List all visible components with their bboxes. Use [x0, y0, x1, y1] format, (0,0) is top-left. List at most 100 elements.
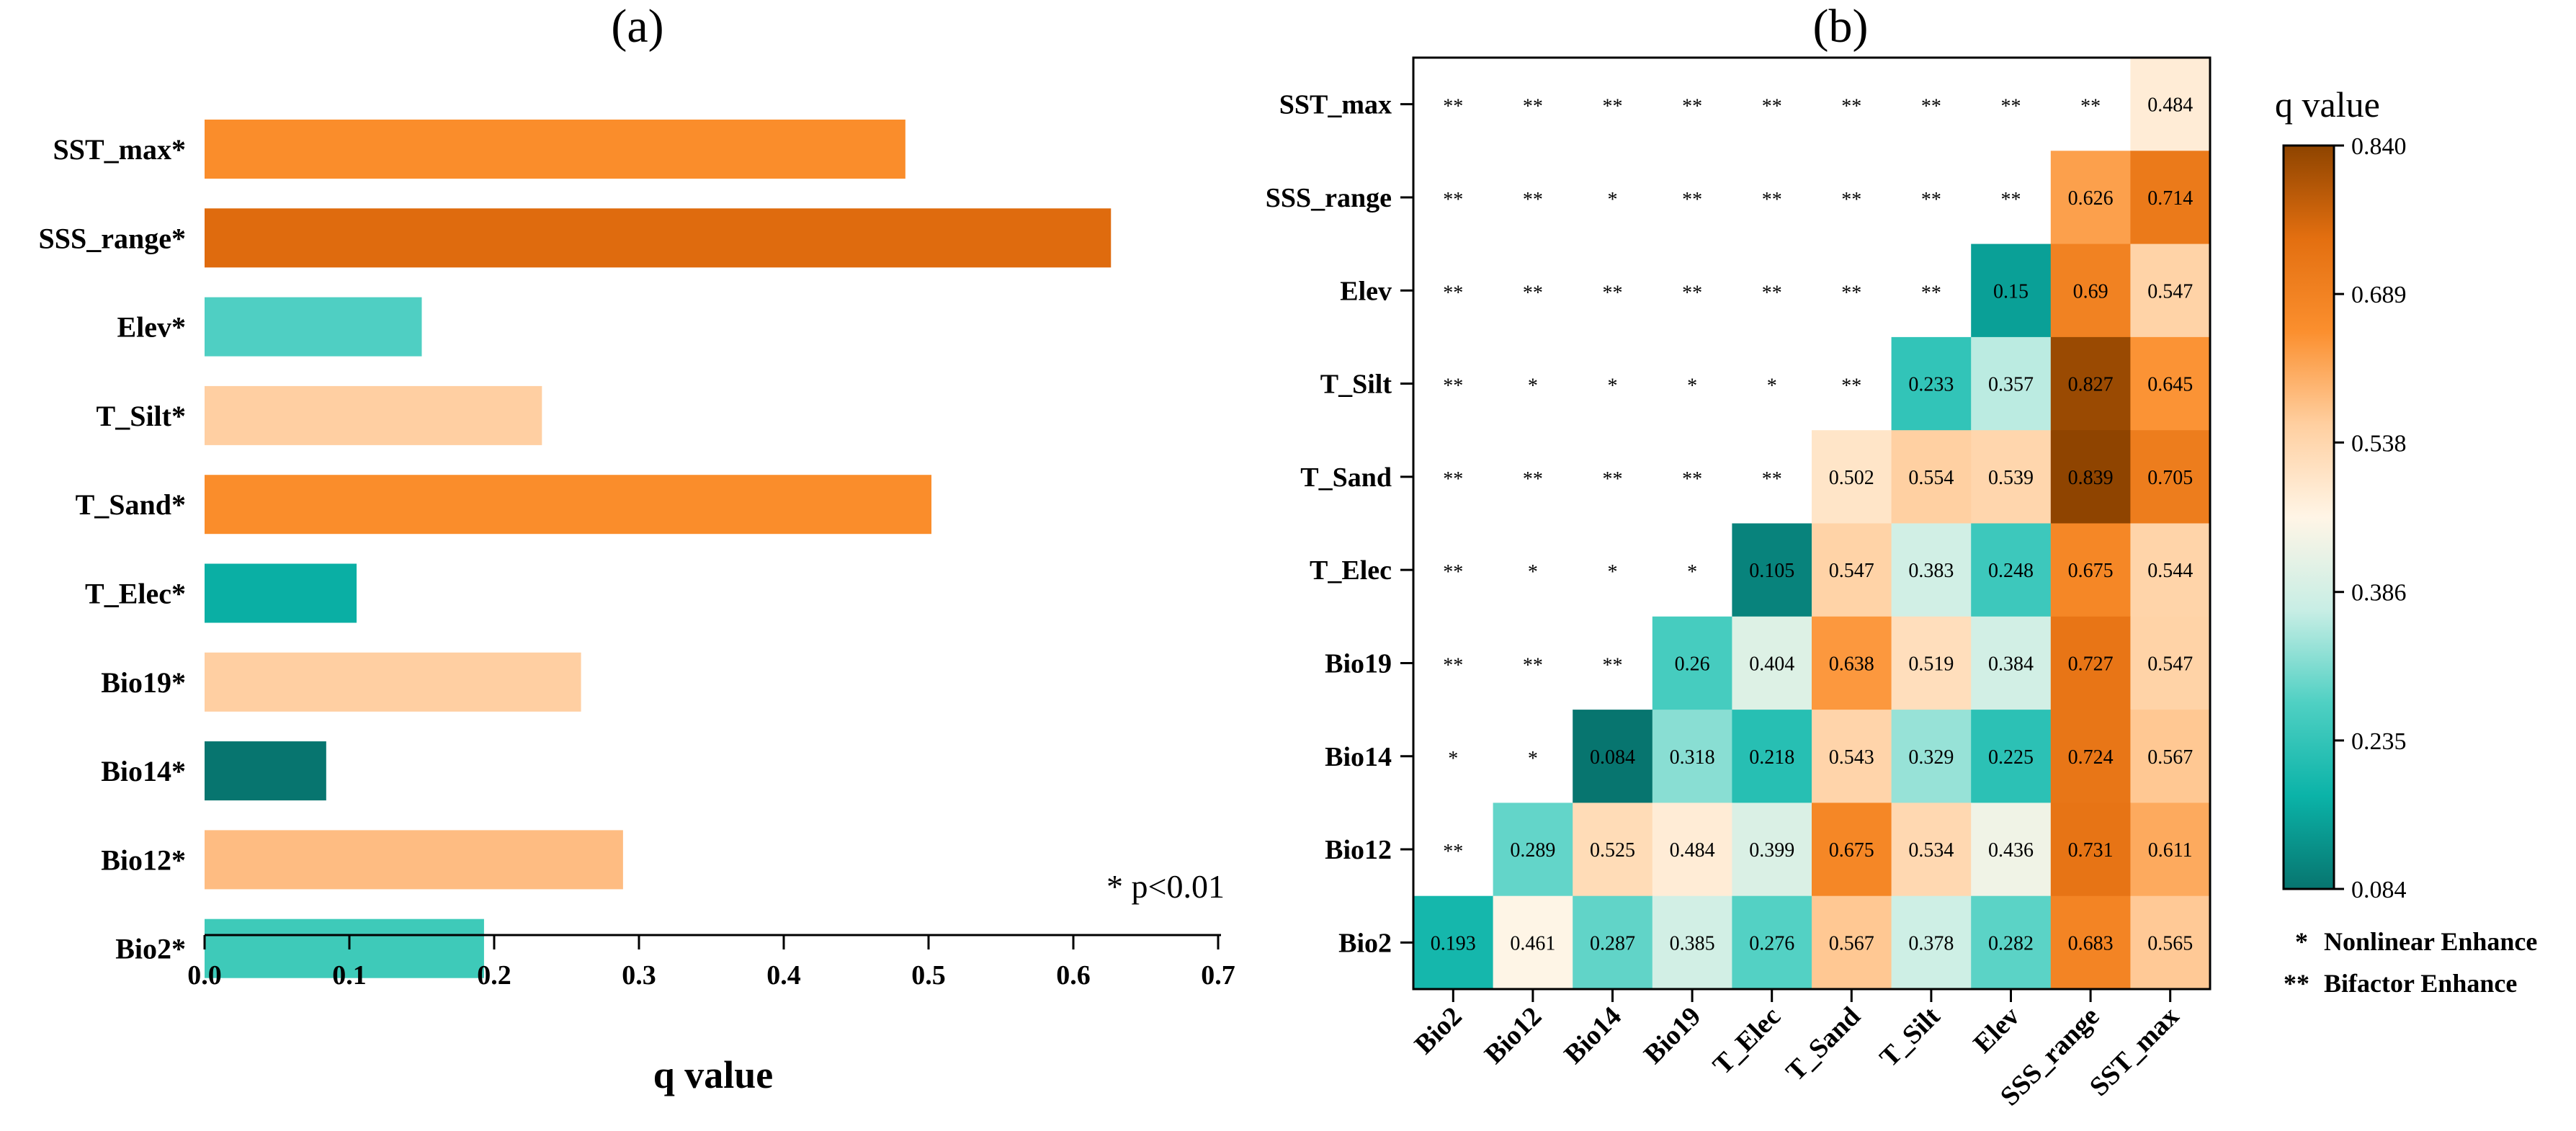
- heatmap-cell-value: 0.525: [1590, 839, 1635, 862]
- heatmap-cell-value: 0.502: [1829, 467, 1874, 489]
- heatmap-cell-significance: *: [1528, 561, 1538, 584]
- heatmap-cell-significance: **: [1921, 189, 1941, 211]
- heatmap-cell: [1413, 895, 1494, 990]
- column-label: Elev: [1967, 1001, 2025, 1059]
- heatmap-cell-significance: **: [1443, 561, 1463, 584]
- heatmap-cell-value: 0.543: [1829, 746, 1874, 769]
- row-label: T_Silt: [1320, 370, 1392, 400]
- bar: [205, 741, 326, 801]
- x-tick-label: 0.5: [911, 960, 946, 991]
- heatmap-cell: [1812, 430, 1892, 524]
- heatmap-cell: [1493, 895, 1573, 990]
- bar-label: T_Elec*: [85, 578, 186, 610]
- heatmap-cell-value: 0.611: [2148, 839, 2193, 862]
- heatmap-cell: [1971, 523, 2052, 617]
- heatmap-cell: [1891, 616, 1972, 710]
- heatmap-cell-significance: **: [1443, 96, 1463, 118]
- colorbar-tick-label: 0.386: [2351, 580, 2407, 607]
- row-label: Bio14: [1325, 742, 1392, 772]
- heatmap-cell-value: 0.193: [1431, 932, 1476, 955]
- heatmap-cell-value: 0.731: [2068, 839, 2114, 862]
- heatmap-cell-significance: **: [1523, 96, 1543, 118]
- heatmap-cell-value: 0.218: [1749, 746, 1794, 769]
- heatmap-cell-significance: **: [2080, 96, 2101, 118]
- heatmap-cell: [2130, 336, 2211, 431]
- heatmap-cell-value: 0.705: [2147, 467, 2193, 489]
- x-tick-label: 0.1: [332, 960, 367, 991]
- heatmap-cell-significance: **: [1762, 189, 1782, 211]
- heatmap-cell-value: 0.084: [1590, 746, 1635, 769]
- row-label: Bio12: [1325, 835, 1392, 865]
- heatmap-cell-value: 0.225: [1988, 746, 2034, 769]
- column-label: T_Elec: [1707, 1001, 1786, 1081]
- heatmap-cell-value: 0.329: [1908, 746, 1954, 769]
- heatmap-row-labels: SST_max SSS_range Elev T_Silt T_Sand T_Elec Bi…: [1266, 90, 1413, 958]
- heatmap-cell: [2050, 336, 2131, 431]
- heatmap-cell: [1812, 895, 1892, 990]
- legend-bifactor: ** Bifactor Enhance: [2284, 969, 2517, 998]
- x-tick-label: 0.7: [1201, 960, 1235, 991]
- row-label: Bio19: [1325, 648, 1392, 679]
- colorbar-tick-label: 0.689: [2351, 282, 2407, 308]
- x-tick-label: 0.3: [622, 960, 656, 991]
- heatmap-cell-significance: **: [1682, 468, 1702, 491]
- heatmap-cell-significance: **: [1762, 282, 1782, 304]
- heatmap-cell: [2050, 616, 2131, 710]
- column-label: Bio19: [1638, 1001, 1707, 1070]
- bar: [205, 385, 542, 445]
- heatmap-cell: [1891, 803, 1972, 897]
- heatmap-cell-significance: *: [1448, 748, 1458, 770]
- heatmap-cell: [1732, 895, 1812, 990]
- heatmap-cell-significance: **: [1603, 96, 1623, 118]
- colorbar-title: q value: [2275, 84, 2380, 125]
- heatmap-cell: [1971, 710, 2052, 803]
- heatmap-cell-significance: *: [1608, 561, 1618, 584]
- heatmap-cell-significance: *: [1528, 748, 1538, 770]
- heatmap-cell-significance: **: [1762, 468, 1782, 491]
- x-tick-label: 0.0: [187, 960, 222, 991]
- heatmap-cell-value: 0.399: [1749, 839, 1794, 862]
- x-axis-ticks: 0.0 0.1 0.2 0.3 0.4 0.5 0.6 0.7: [187, 935, 1235, 991]
- heatmap-cell: [2050, 151, 2131, 245]
- heatmap-cell-significance: **: [1841, 282, 1861, 304]
- x-tick-label: 0.2: [477, 960, 511, 991]
- heatmap-cell: [2130, 523, 2211, 617]
- heatmap-cell-significance: **: [1523, 189, 1543, 211]
- heatmap-cell: [2050, 895, 2131, 990]
- heatmap-cell-value: 0.15: [1993, 280, 2029, 303]
- heatmap-cell-value: 0.378: [1908, 932, 1954, 955]
- heatmap-cell-value: 0.645: [2147, 374, 2193, 396]
- heatmap-cell: [1812, 616, 1892, 710]
- column-label: Bio2: [1409, 1001, 1468, 1060]
- colorbar-tick-label: 0.840: [2351, 133, 2407, 160]
- heatmap-cell-value: 0.519: [1908, 653, 1954, 675]
- heatmap-cell-value: 0.547: [2147, 653, 2193, 675]
- column-label: SST_max: [2084, 1001, 2185, 1102]
- bar-series: [205, 120, 1112, 978]
- bar: [205, 120, 905, 179]
- heatmap-cell: [1573, 895, 1653, 990]
- heatmap-cell: [1891, 430, 1972, 524]
- colorbar-ticks: 0.840 0.689 0.538 0.386 0.235 0.084: [2334, 133, 2407, 903]
- heatmap-cell-value: 0.357: [1988, 374, 2034, 396]
- row-label: SSS_range: [1266, 183, 1392, 213]
- heatmap-cell: [1971, 430, 2052, 524]
- bar-chart-panel: (a) SST_max* SSS_range* Elev* T_Silt* T_Sand…: [39, 0, 1235, 1096]
- heatmap-cell-significance: **: [1603, 282, 1623, 304]
- heatmap-cell-value: 0.69: [2073, 280, 2108, 303]
- heatmap-cell-value: 0.567: [1829, 932, 1874, 955]
- heatmap-frame: [1412, 56, 2211, 991]
- heatmap-cell: [2130, 243, 2211, 338]
- heatmap-cell-significance: **: [1523, 654, 1543, 676]
- heatmap-cell: [1493, 803, 1573, 897]
- heatmap-cell-value: 0.539: [1988, 467, 2034, 489]
- heatmap-cell: [1652, 803, 1732, 897]
- x-tick-label: 0.4: [766, 960, 801, 991]
- column-label: Bio12: [1479, 1001, 1547, 1070]
- heatmap-cell-value: 0.839: [2068, 467, 2114, 489]
- heatmap-cell-value: 0.26: [1675, 653, 1710, 675]
- column-label: T_Sand: [1780, 1001, 1866, 1087]
- heatmap-cell-significance: **: [1443, 468, 1463, 491]
- x-tick-label: 0.6: [1056, 960, 1091, 991]
